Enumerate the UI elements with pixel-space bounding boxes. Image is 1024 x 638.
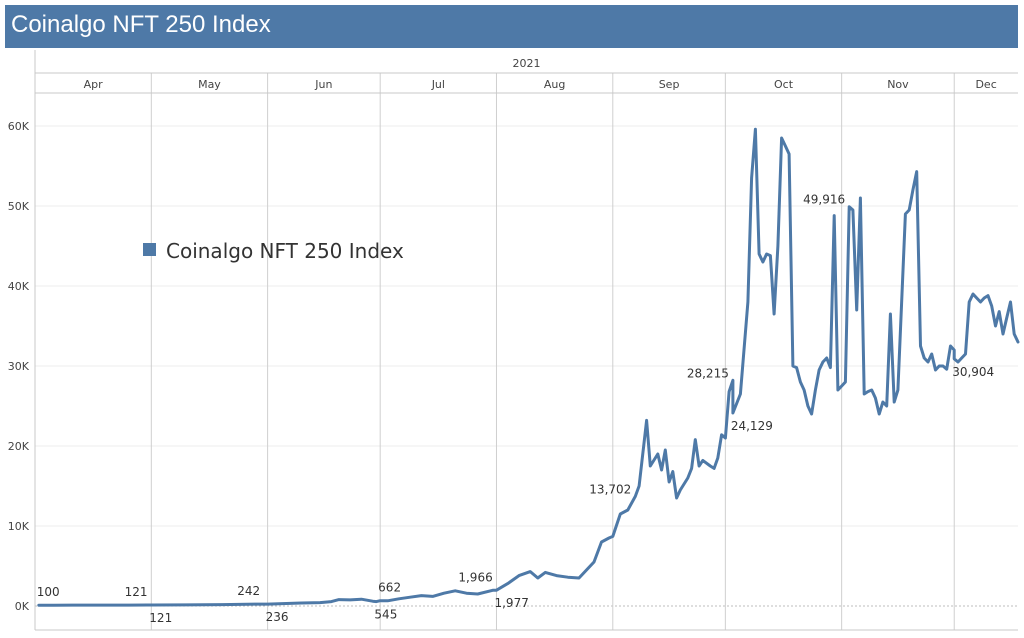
y-tick-label: 50K <box>8 200 30 213</box>
month-label: Dec <box>975 78 996 91</box>
month-label: May <box>198 78 221 91</box>
data-label: 545 <box>374 608 397 622</box>
data-label: 236 <box>266 610 289 624</box>
data-label: 662 <box>378 581 401 595</box>
y-tick-label: 10K <box>8 520 30 533</box>
data-label: 1,977 <box>494 596 528 610</box>
data-label: 13,702 <box>589 482 631 496</box>
data-label: 121 <box>125 585 148 599</box>
month-label: Jul <box>431 78 445 91</box>
axes: 2021 0K 10K 20K 30K 40K 50K 60K Apr May Jun Jul Aug S… <box>8 50 1018 631</box>
month-label: Oct <box>774 78 794 91</box>
legend-swatch <box>143 243 156 256</box>
data-label: 242 <box>237 584 260 598</box>
y-tick-label: 30K <box>8 360 30 373</box>
y-tick-label: 40K <box>8 280 30 293</box>
legend-label: Coinalgo NFT 250 Index <box>166 239 404 263</box>
chart-title: Coinalgo NFT 250 Index <box>11 11 271 38</box>
month-label: Aug <box>544 78 565 91</box>
y-tick-label: 60K <box>8 120 30 133</box>
month-label: Sep <box>659 78 680 91</box>
y-tick-label: 0K <box>15 600 30 613</box>
data-label: 100 <box>37 585 60 599</box>
data-label: 30,904 <box>952 365 994 379</box>
series-lines <box>37 127 1020 607</box>
month-label: Apr <box>84 78 104 91</box>
legend: Coinalgo NFT 250 Index <box>143 239 404 263</box>
series-line <box>37 127 1020 607</box>
y-tick-label: 20K <box>8 440 30 453</box>
month-label: Jun <box>314 78 332 91</box>
title-bar: Coinalgo NFT 250 Index <box>5 5 1018 48</box>
data-label: 49,916 <box>803 193 845 207</box>
data-label: 24,129 <box>731 419 773 433</box>
data-label: 1,966 <box>458 570 492 584</box>
year-label: 2021 <box>513 57 541 70</box>
grid <box>35 73 1018 630</box>
data-label: 28,215 <box>687 366 729 380</box>
month-label: Nov <box>887 78 909 91</box>
data-label: 121 <box>149 611 172 625</box>
